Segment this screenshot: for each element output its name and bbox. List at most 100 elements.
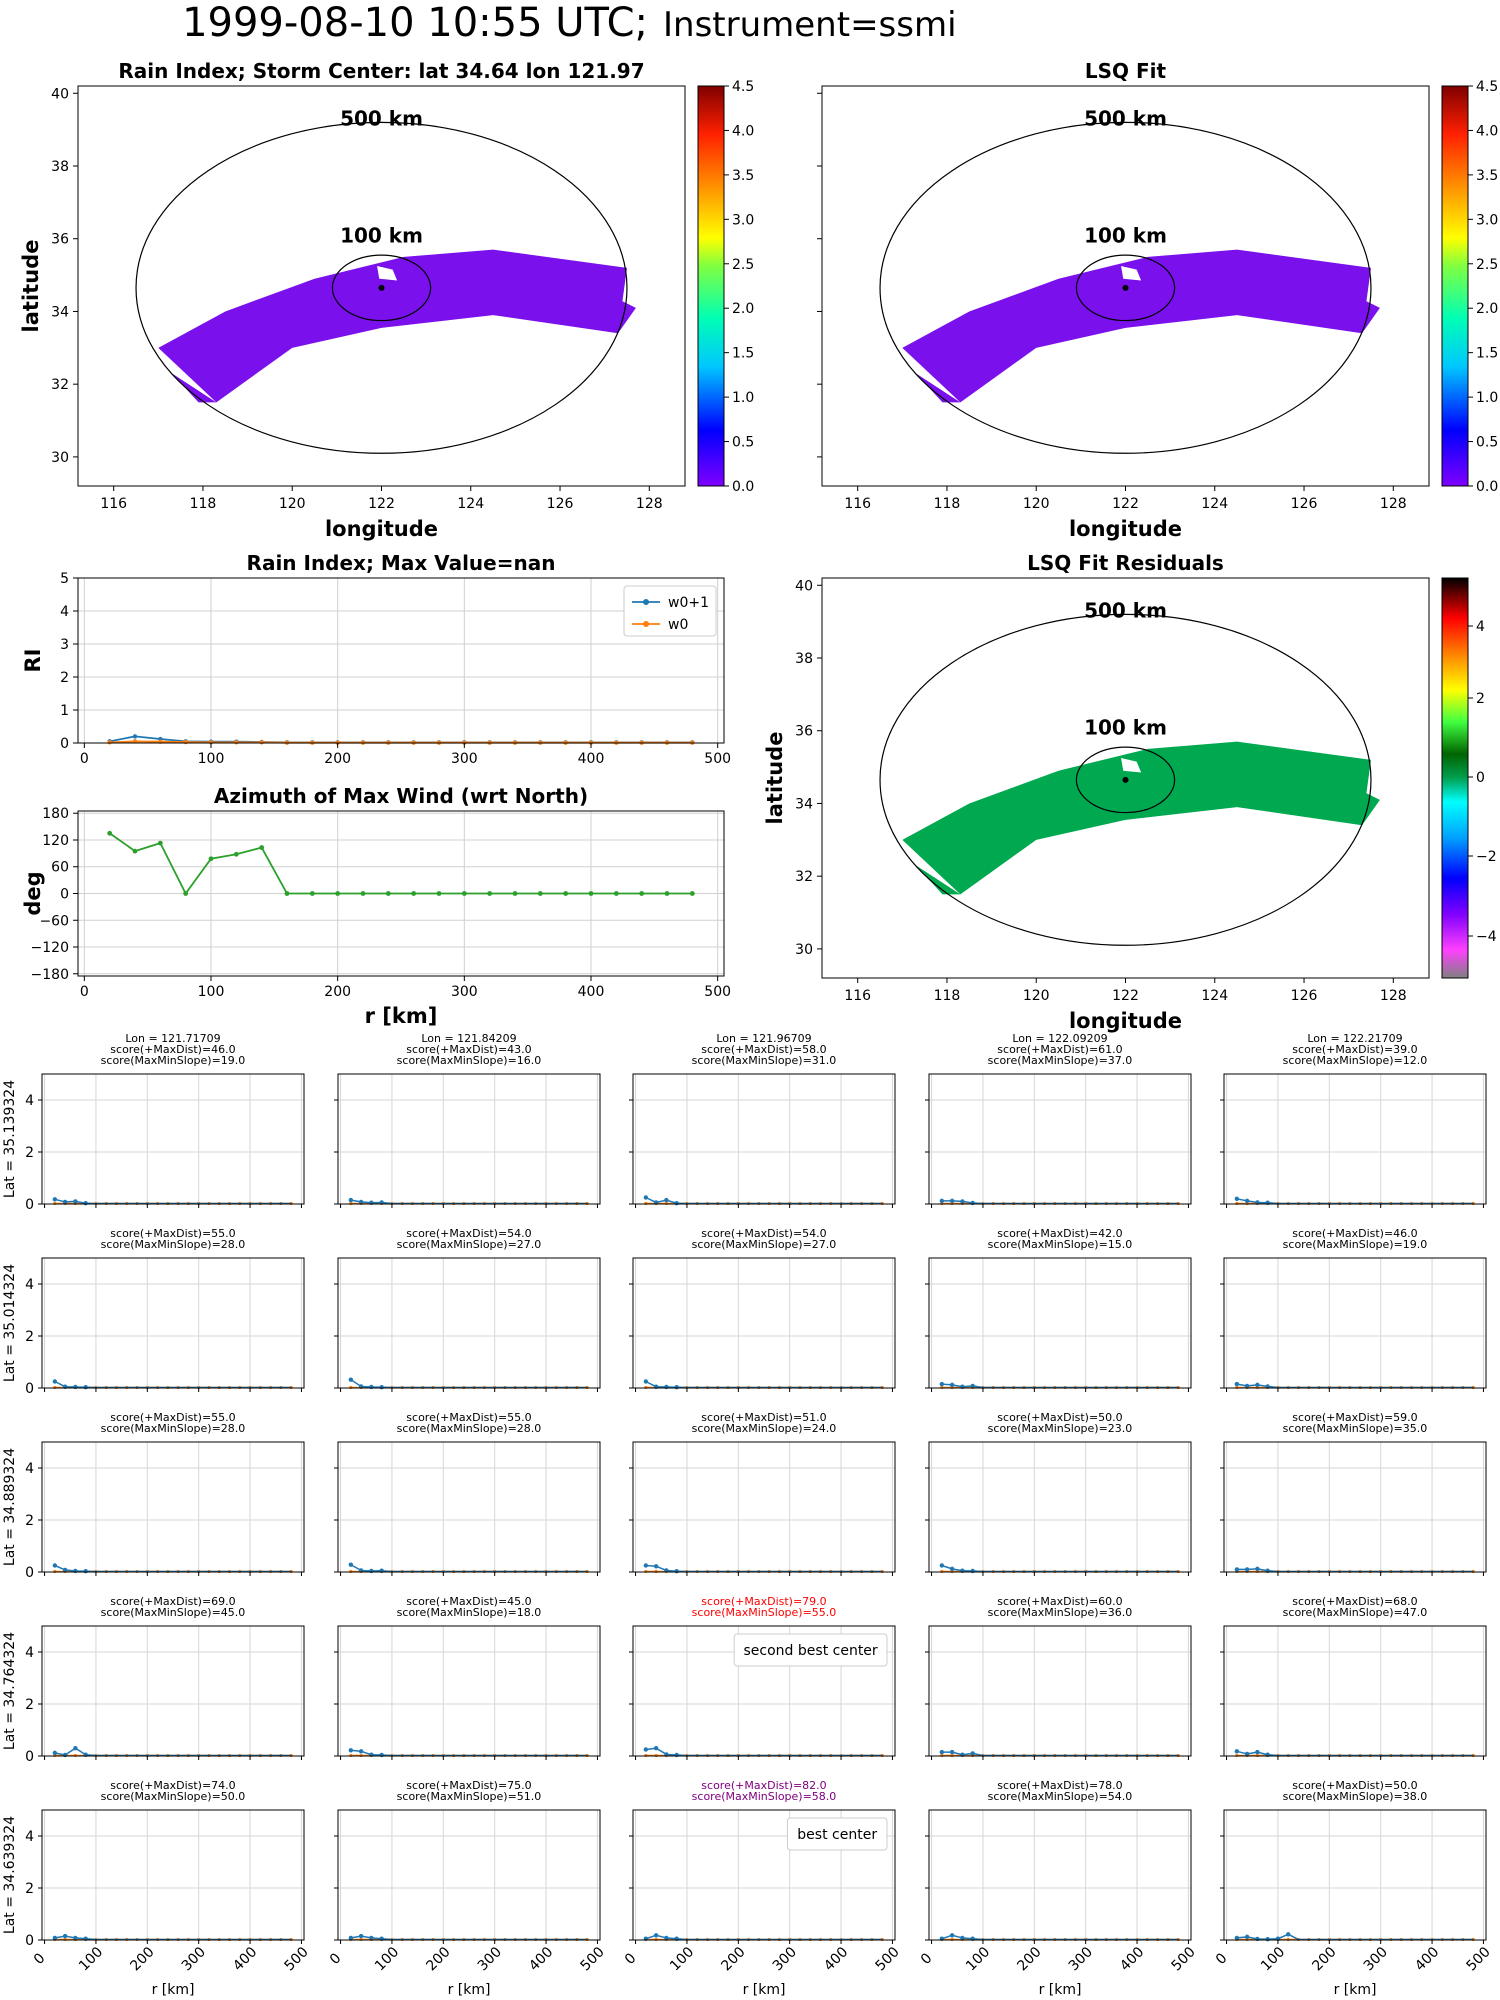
axes-frame [41,1809,305,1941]
subplot-score-maxminslope: score(MaxMinSlope)=16.0 [397,1054,542,1067]
data-point [349,1201,353,1206]
colorbar-tick-label: 2.0 [1476,301,1498,317]
series-w0plus1-line [1236,1568,1474,1573]
data-point [358,1749,364,1754]
data-point [1235,1201,1239,1206]
data-point [309,891,315,896]
series-w0plus1-line [1236,1198,1474,1205]
subplot-score-maxdist: score(+MaxDist)=60.0 [997,1595,1122,1608]
colorbar-tick-label: 2.5 [732,257,754,273]
axes-frame [41,1073,305,1205]
axes-frame [41,1257,305,1389]
subplot-r1-c3: score(MaxMinSlope)=15.0score(+MaxDist)=4… [925,1227,1192,1392]
data-point [654,1569,658,1574]
data-point [644,1753,648,1758]
x-tick-label: 400 [526,1944,556,1974]
colorbar: 0.0 0.5 1.0 1.5 2.0 2.5 3.0 3.5 4.0 4.5 [1441,79,1498,495]
data-point [653,1564,659,1569]
x-tick-label: 116 [100,496,127,512]
y-tick-label: 0 [25,1933,34,1949]
panel-title: Rain Index; Max Value=nan [247,551,556,575]
y-tick-label: 40 [51,86,69,102]
series-w0plus1-line [941,1200,1179,1205]
column-lon-label: Lon = 122.09209 [1012,1032,1107,1045]
x-tick-label: 500 [1463,1944,1493,1974]
y-tick-label: 30 [795,942,813,958]
data-point [379,1385,384,1390]
circle-500km [879,613,1372,946]
data-point [348,1935,354,1941]
y-tick-label: 4 [25,1461,34,1477]
series-line [109,832,693,896]
colorbar-tick-label: 4.5 [732,79,754,95]
annotation-label: best center [797,1827,877,1843]
circle-100km [331,254,432,322]
x-tick-label: 100 [372,1944,402,1974]
circle-100km [1075,746,1176,814]
x-tick-label: 118 [190,496,217,512]
series-w0plus1-line [350,1199,588,1205]
data-point [939,1563,945,1568]
data-point [349,1753,353,1758]
data-point [949,1749,955,1755]
colorbar: 0.0 0.5 1.0 1.5 2.0 2.5 3.0 3.5 4.0 4.5 [697,79,754,495]
circle-500km [135,121,628,454]
x-tick-label: 0 [327,1950,345,1968]
data-point [1244,1383,1250,1389]
subplot-score-maxminslope: score(MaxMinSlope)=31.0 [692,1054,837,1067]
colorbar-gradient [1441,577,1469,979]
data-point [208,856,214,862]
x-tick-label: 122 [1112,988,1139,1004]
column-lon-label: Lon = 121.84209 [421,1032,516,1045]
colorbar-tick-label: 0.5 [732,435,754,451]
subplot-score-maxdist: score(+MaxDist)=55.0 [110,1411,235,1424]
subplot-score-maxminslope: score(MaxMinSlope)=28.0 [101,1422,246,1435]
data-point [52,1750,58,1756]
data-point [132,848,138,854]
data-point [1255,1753,1259,1758]
axes-frame [632,1073,896,1205]
data-point [654,1937,658,1942]
data-point [348,1197,354,1203]
axes-frame [1223,1809,1487,1941]
axes-frame [1223,1625,1487,1757]
annotation-label: second best center [744,1643,878,1659]
subplot-score-maxminslope: score(MaxMinSlope)=37.0 [988,1054,1133,1067]
legend-label: w0 [668,617,688,633]
data-point [1255,1566,1260,1572]
y-axis-label: latitude [763,732,787,825]
subplot-r1-c2: score(MaxMinSlope)=27.0score(+MaxDist)=5… [629,1227,896,1392]
colorbar-tick-label: 2.5 [1476,257,1498,273]
data-point [73,1753,77,1758]
subplot-r3-c0: 0 2 4 Lat = 34.764324 score(MaxMinSlope)=45.… [2,1595,305,1765]
subplot-score-maxdist: score(+MaxDist)=68.0 [1292,1595,1417,1608]
x-tick-label: 124 [1201,988,1228,1004]
data-point [233,851,239,857]
y-tick-label: 38 [795,651,813,667]
swath-edge [915,865,961,895]
data-point [940,1753,944,1758]
subplot-score-maxdist: score(+MaxDist)=58.0 [701,1043,826,1056]
data-point [83,1569,88,1574]
x-tick-label: 0 [31,1950,49,1968]
data-point [664,1201,668,1206]
x-tick-label: 500 [704,984,731,1000]
subplot-r0-c3: score(MaxMinSlope)=37.0score(+MaxDist)=6… [925,1032,1192,1208]
axes-frame [632,1441,896,1573]
colorbar-tick-label: −2 [1476,849,1497,865]
subplot-r1-c1: score(MaxMinSlope)=27.0score(+MaxDist)=5… [334,1227,601,1392]
legend-marker [643,621,649,627]
axes-frame [337,1441,601,1573]
x-tick-label: 500 [577,1944,607,1974]
subplot-score-maxdist: score(+MaxDist)=74.0 [110,1779,235,1792]
panel-title: Rain Index; Storm Center: lat 34.64 lon … [118,59,644,83]
x-tick-label: 100 [963,1944,993,1974]
x-tick-label: 500 [704,751,731,767]
x-tick-label: 116 [844,988,871,1004]
data-point [939,1749,945,1755]
subplot-score-maxminslope: score(MaxMinSlope)=38.0 [1283,1790,1428,1803]
y-tick-label: 2 [25,1145,34,1161]
row-lat-label: Lat = 34.889324 [2,1448,18,1566]
data-point [73,1935,78,1941]
colorbar-tick-label: −4 [1476,929,1497,945]
